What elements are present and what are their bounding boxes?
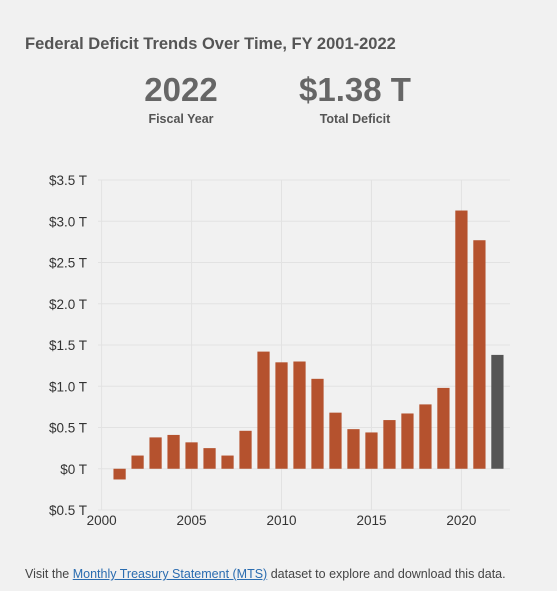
deficit-bar xyxy=(149,437,162,469)
deficit-bar xyxy=(473,240,486,469)
deficit-bar xyxy=(491,354,504,469)
x-tick-label: 2000 xyxy=(87,513,117,528)
deficit-bar xyxy=(275,362,288,469)
deficit-bar xyxy=(401,413,414,469)
footer-prefix: Visit the xyxy=(25,567,73,581)
deficit-bar xyxy=(347,429,360,469)
y-tick-label: $1.5 T xyxy=(49,338,87,353)
fiscal-year-label: Fiscal Year xyxy=(148,112,214,127)
fiscal-year-stat: 2022 Fiscal Year xyxy=(111,71,251,127)
deficit-bar xyxy=(455,210,468,469)
footer-suffix: dataset to explore and download this dat… xyxy=(267,567,506,581)
deficit-bar xyxy=(221,455,234,469)
deficit-bar xyxy=(383,420,396,469)
total-deficit-stat: $1.38 T Total Deficit xyxy=(285,71,425,127)
deficit-bar xyxy=(257,351,270,469)
deficit-bar xyxy=(365,432,378,469)
mts-link[interactable]: Monthly Treasury Statement (MTS) xyxy=(72,567,268,581)
deficit-bar xyxy=(131,455,144,469)
y-tick-label: $0 T xyxy=(60,462,87,477)
deficit-bar xyxy=(167,434,180,469)
deficit-bar xyxy=(185,442,198,469)
deficit-bar xyxy=(419,404,432,469)
y-tick-label: $3.5 T xyxy=(49,173,87,188)
deficit-bar xyxy=(293,361,306,469)
y-tick-label: $2.5 T xyxy=(49,256,87,271)
deficit-bar xyxy=(311,378,324,469)
deficit-bar xyxy=(113,468,126,480)
deficit-bar xyxy=(203,448,216,469)
fiscal-year-value: 2022 xyxy=(144,71,218,108)
x-tick-label: 2015 xyxy=(356,513,386,528)
deficit-bar xyxy=(239,430,252,469)
footer-note: Visit the Monthly Treasury Statement (MT… xyxy=(25,567,506,581)
y-tick-label: $2.0 T xyxy=(49,297,87,312)
y-tick-label: $1.0 T xyxy=(49,379,87,394)
deficit-bar xyxy=(329,412,342,469)
deficit-bar xyxy=(437,387,450,469)
y-tick-label: $0.5 T xyxy=(49,421,87,436)
x-tick-label: 2010 xyxy=(266,513,296,528)
x-tick-label: 2005 xyxy=(177,513,207,528)
total-deficit-value: $1.38 T xyxy=(299,71,411,108)
deficit-bar-chart: $0.5 T $0 T $0.5 T $1.0 T $1.5 T $2.0 T $2.5 T… xyxy=(49,173,510,528)
total-deficit-label: Total Deficit xyxy=(319,112,391,127)
y-tick-label: $0.5 T xyxy=(49,503,87,518)
chart-title: Federal Deficit Trends Over Time, FY 200… xyxy=(25,35,396,53)
x-tick-label: 2020 xyxy=(446,513,476,528)
y-tick-label: $3.0 T xyxy=(49,214,87,229)
